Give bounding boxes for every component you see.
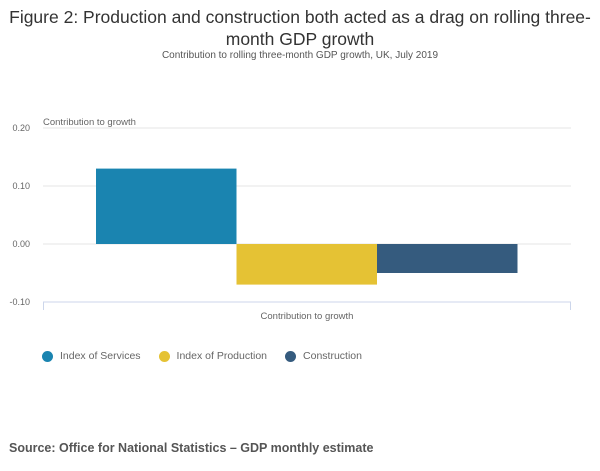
y-tick-label: 0.00	[12, 239, 30, 249]
legend-label: Index of Production	[176, 350, 268, 362]
bar-construction	[377, 244, 518, 273]
source-note: Source: Office for National Statistics –…	[9, 441, 374, 455]
x-category-label: Contribution to growth	[261, 311, 354, 322]
legend-label: Construction	[303, 350, 362, 362]
chart-subtitle: Contribution to rolling three-month GDP …	[161, 50, 439, 61]
y-tick-label: 0.20	[12, 123, 30, 133]
bar-chart: 0.20 0.10 0.00 -0.10 Contribution to growth C…	[9, 117, 571, 322]
legend-marker-icon	[42, 350, 53, 362]
legend-item[interactable]: Construction	[285, 350, 362, 362]
legend-item[interactable]: Index of Production	[158, 350, 268, 362]
bar-index-of-services	[96, 168, 237, 244]
legend: Index of Services Index of Production Cons…	[42, 350, 362, 362]
legend-item[interactable]: Index of Services	[42, 350, 141, 362]
chart-title: Figure 2: Production and construction bo…	[9, 7, 591, 49]
y-tick-label: -0.10	[9, 297, 30, 307]
legend-label: Index of Services	[60, 350, 141, 362]
y-axis-title: Contribution to growth	[43, 117, 136, 128]
y-tick-label: 0.10	[12, 181, 30, 191]
legend-marker-icon	[285, 350, 297, 362]
legend-marker-icon	[158, 350, 170, 362]
bar-index-of-production	[236, 244, 377, 285]
